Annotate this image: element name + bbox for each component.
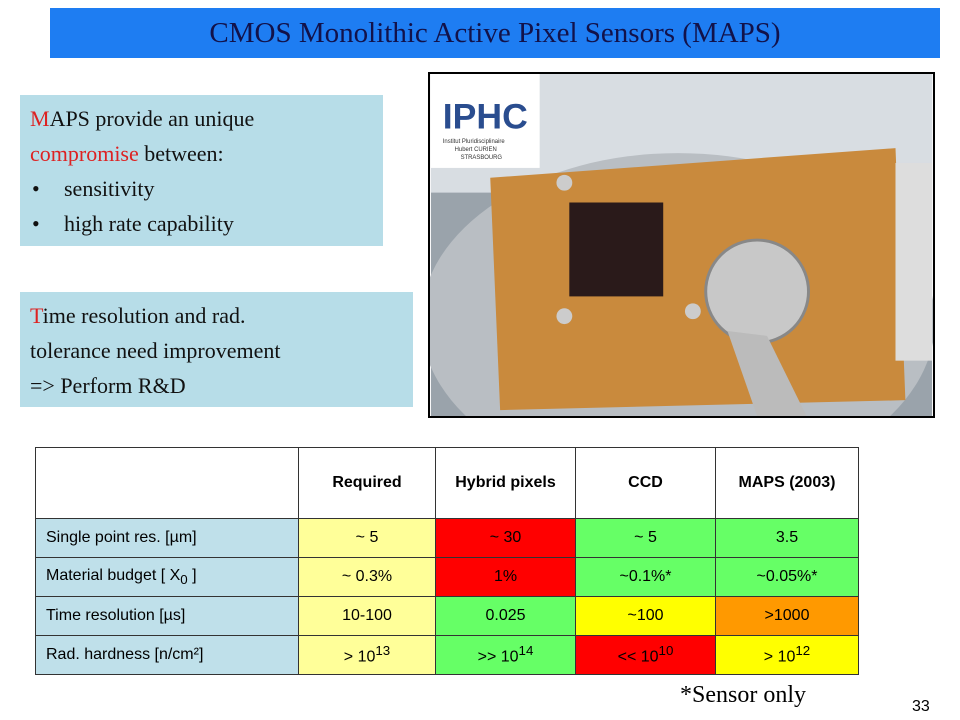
cell-text: ~ 5 xyxy=(355,529,379,546)
photo: IPHC Institut Pluridisciplinaire Hubert … xyxy=(428,72,935,418)
cell-text: Time resolution [µs] xyxy=(46,607,186,624)
row-label: Rad. hardness [n/cm²] xyxy=(35,635,299,675)
cell-text: << 10 xyxy=(617,648,659,666)
logo-text: Hubert CURIEN xyxy=(455,147,497,153)
subscript: 0 xyxy=(180,572,188,588)
cell-text: > 10 xyxy=(343,648,376,666)
bullet-item: sensitivity xyxy=(30,171,373,206)
table-row: Rad. hardness [n/cm²] > 1013 >> 1014 << 101… xyxy=(35,635,859,675)
text-run: M xyxy=(30,106,50,131)
value-cell: ~ 5 xyxy=(298,518,436,558)
row-label: Time resolution [µs] xyxy=(35,596,299,636)
text-run: compromise xyxy=(30,141,139,166)
value-cell: >> 1014 xyxy=(435,635,576,675)
text-run: tolerance need improvement xyxy=(30,338,281,363)
cell-text: ~0.1%* xyxy=(619,568,672,585)
text-box: MAPS provide an unique compromise between… xyxy=(20,95,383,246)
text-run: between: xyxy=(138,141,224,166)
text-line: tolerance need improvement xyxy=(30,333,403,368)
bullet-item: high rate capability xyxy=(30,206,373,241)
value-cell: > 1013 xyxy=(298,635,436,675)
value-cell: ~ 5 xyxy=(575,518,716,558)
table-row: Single point res. [µm] ~ 5 ~ 30 ~ 5 3.5 xyxy=(35,518,859,558)
value-cell: 3.5 xyxy=(715,518,859,558)
comparison-table: Required Hybrid pixels CCD MAPS (2003) Sing… xyxy=(35,447,859,675)
cell-text: ] xyxy=(187,566,197,584)
footnote: *Sensor only xyxy=(680,682,806,708)
value-cell: ~ 0.3% xyxy=(298,557,436,597)
header-cell: Hybrid pixels xyxy=(435,447,576,519)
cell-text: Material budget [ X xyxy=(46,566,181,584)
text-box: Time resolution and rad. tolerance need i… xyxy=(20,292,413,407)
text-run: APS provide an unique xyxy=(49,106,255,131)
text-line: compromise between: xyxy=(30,136,373,171)
header-cell: CCD xyxy=(575,447,716,519)
cell-text: Rad. hardness [n/cm²] xyxy=(46,646,204,663)
value-cell: 0.025 xyxy=(435,596,576,636)
value-cell: ~0.1%* xyxy=(575,557,716,597)
logo: IPHC xyxy=(443,96,528,136)
cell-text: Single point res. [µm] xyxy=(46,529,197,546)
logo-text: STRASBOURG xyxy=(461,155,503,161)
text-run: T xyxy=(30,303,43,328)
value-cell: ~0.05%* xyxy=(715,557,859,597)
logo-text: Institut Pluridisciplinaire xyxy=(443,139,506,145)
value-cell: >1000 xyxy=(715,596,859,636)
cell-text: ~0.05%* xyxy=(756,568,818,585)
cell-text: >1000 xyxy=(764,607,810,624)
value-cell: << 1010 xyxy=(575,635,716,675)
text-line: MAPS provide an unique xyxy=(30,101,373,136)
page-number: 33 xyxy=(912,698,930,715)
cell-text: ~ 30 xyxy=(489,529,522,546)
text-line: Time resolution and rad. xyxy=(30,298,403,333)
value-cell: 1% xyxy=(435,557,576,597)
superscript: 10 xyxy=(658,643,674,659)
superscript: 14 xyxy=(518,643,534,659)
value-cell: > 1012 xyxy=(715,635,859,675)
superscript: 12 xyxy=(795,643,811,659)
superscript: 13 xyxy=(375,643,391,659)
cell-text: > 10 xyxy=(763,648,796,666)
cell-text: ~ 5 xyxy=(634,529,657,546)
table-row: Time resolution [µs] 10-100 0.025 ~100 >1000 xyxy=(35,596,859,636)
cell-text: 0.025 xyxy=(485,607,526,624)
table-row: Material budget [ X0 ] ~ 0.3% 1% ~0.1%* ~0.0… xyxy=(35,557,859,597)
header-cell: Required xyxy=(298,447,436,519)
value-cell: 10-100 xyxy=(298,596,436,636)
header-cell xyxy=(35,447,299,519)
cell-text: 3.5 xyxy=(775,529,799,546)
text-line: => Perform R&D xyxy=(30,368,403,403)
row-label: Material budget [ X0 ] xyxy=(35,557,299,597)
slide-title: CMOS Monolithic Active Pixel Sensors (MA… xyxy=(50,8,940,58)
cell-text: ~100 xyxy=(627,607,664,624)
cell-text: ~ 0.3% xyxy=(341,568,393,585)
value-cell: ~ 30 xyxy=(435,518,576,558)
text-run: ime resolution and rad. xyxy=(42,303,246,328)
header-cell: MAPS (2003) xyxy=(715,447,859,519)
text-run: => Perform R&D xyxy=(30,373,186,398)
cell-text: >> 10 xyxy=(477,648,519,666)
cell-text: 10-100 xyxy=(342,607,392,624)
cell-text: 1% xyxy=(493,568,518,585)
value-cell: ~100 xyxy=(575,596,716,636)
row-label: Single point res. [µm] xyxy=(35,518,299,558)
